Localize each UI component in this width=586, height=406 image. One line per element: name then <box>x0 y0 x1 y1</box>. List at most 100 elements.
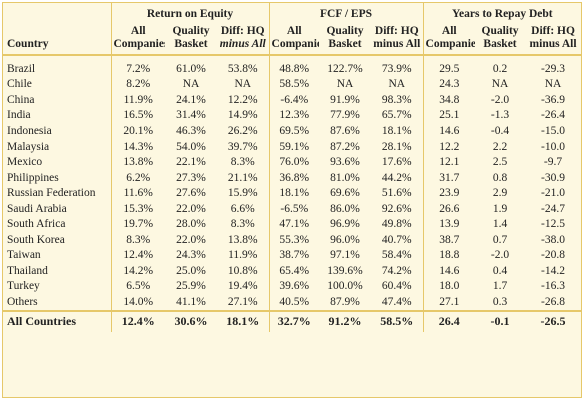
value-cell: 47.4% <box>381 295 412 308</box>
column-header: Diff: HQ minus All <box>371 25 424 56</box>
value-cell: 25.0% <box>176 264 206 277</box>
value-cell: 91.9% <box>330 93 360 106</box>
value-cell: 58.5% <box>371 309 424 332</box>
value-cell: 77.9% <box>330 109 360 122</box>
value-cell: 12.3% <box>268 107 320 124</box>
value-cell: 29.5 <box>422 55 476 77</box>
value-cell: 32.7% <box>268 309 320 332</box>
value-cell: 6.6% <box>230 202 255 215</box>
value-cell: 26.2% <box>227 124 258 137</box>
value-cell: 14.3% <box>110 138 165 155</box>
column-header-line: Companies <box>113 38 166 50</box>
value-cell: 27.6% <box>176 187 206 200</box>
country-cell: Malaysia <box>7 140 50 153</box>
value-cell: 54.0% <box>176 140 206 153</box>
country-cell: India <box>7 109 31 122</box>
value-cell: 96.9% <box>330 218 360 231</box>
value-cell: 53.8% <box>227 62 258 75</box>
value-cell: 2.2 <box>492 140 508 153</box>
value-cell: 15.3% <box>110 200 165 217</box>
column-header-line: Diff: HQ <box>220 25 265 37</box>
table-row: Brazil 7.2% 61.0% 53.8% 48.8% 122.7% 73.9% 29.5… <box>3 55 581 77</box>
value-cell: 61.0% <box>176 62 206 75</box>
value-cell: 0.7 <box>492 233 508 246</box>
value-cell: 13.8% <box>227 233 258 246</box>
value-cell: -2.0 <box>490 93 510 106</box>
value-cell: 73.9% <box>381 62 412 75</box>
column-header-line: Basket <box>328 38 362 50</box>
value-cell: 0.8 <box>492 171 508 184</box>
value-cell: 28.1% <box>381 140 412 153</box>
value-cell: 31.7 <box>422 169 476 186</box>
value-cell: 65.7% <box>381 109 412 122</box>
value-cell: 12.2 <box>422 138 476 155</box>
group-title: FCF / EPS <box>268 3 424 25</box>
value-cell: 12.1 <box>422 154 476 170</box>
value-cell: 76.0% <box>268 154 320 170</box>
value-cell: NA <box>544 78 562 91</box>
value-cell: 18.8 <box>422 247 476 264</box>
value-cell: 49.8% <box>381 218 412 231</box>
table-row: China 11.9% 24.1% 12.2% -6.4% 91.9% 98.3% 34.8 -… <box>3 92 581 108</box>
value-cell: 6.5% <box>110 278 165 295</box>
value-cell: -9.7 <box>543 156 563 169</box>
table-row: Taiwan 12.4% 24.3% 11.9% 38.7% 97.1% 58.4% 18.8… <box>3 247 581 264</box>
value-cell: 18.1% <box>268 185 320 201</box>
value-cell: 87.6% <box>330 124 360 137</box>
value-cell: 48.8% <box>268 55 320 77</box>
value-cell: 27.3% <box>176 171 206 184</box>
value-cell: 21.1% <box>227 171 258 184</box>
value-cell: 28.0% <box>176 218 206 231</box>
column-header-line: Basket <box>174 38 208 50</box>
value-cell: 81.0% <box>330 171 360 184</box>
value-cell: -21.0 <box>541 187 566 200</box>
value-cell: 1.4 <box>492 218 508 231</box>
value-cell: 18.1% <box>381 124 412 137</box>
value-cell: 46.3% <box>176 124 206 137</box>
value-cell: 87.9% <box>330 295 360 308</box>
value-cell: -36.9 <box>541 93 566 106</box>
value-cell: 60.4% <box>381 280 412 293</box>
value-cell: 47.1% <box>268 216 320 233</box>
table-row: Chile 8.2% NA NA 58.5% NA NA 24.3 NA NA <box>3 76 581 93</box>
column-header-line: Diff: HQ <box>531 25 575 37</box>
value-cell: 87.2% <box>330 140 360 153</box>
value-cell: 11.6% <box>110 185 165 201</box>
column-header-line: Quality <box>326 25 364 37</box>
value-cell: 15.9% <box>227 187 258 200</box>
header-row: Country Return on Equity FCF / EPS Years to… <box>3 3 582 56</box>
country-cell: South Korea <box>7 233 65 246</box>
value-cell: 11.9% <box>110 92 165 108</box>
column-header-line: minus All <box>529 38 577 50</box>
value-cell: 12.4% <box>110 247 165 264</box>
column-header: Diff: HQ minus All <box>525 25 582 56</box>
value-cell: 20.1% <box>110 123 165 139</box>
country-cell: Others <box>7 295 38 308</box>
value-cell: 10.8% <box>227 264 258 277</box>
country-cell: Indonesia <box>7 124 52 137</box>
value-cell: -26.8 <box>541 295 566 308</box>
value-cell: 1.9 <box>492 202 508 215</box>
value-cell: 26.4 <box>422 309 476 332</box>
data-table: Country Return on Equity FCF / EPS Years to… <box>3 3 582 332</box>
value-cell: 51.6% <box>381 187 412 200</box>
value-cell: -26.4 <box>541 109 566 122</box>
value-cell: 86.0% <box>330 202 360 215</box>
table-row: South Korea 8.3% 22.0% 13.8% 55.3% 96.0% 40.7%… <box>3 232 581 248</box>
column-header-line: Diff: HQ <box>374 25 419 37</box>
value-cell: -24.7 <box>541 202 566 215</box>
value-cell: -6.4% <box>268 92 320 108</box>
table-row: Thailand 14.2% 25.0% 10.8% 65.4% 139.6% 74.2% 1… <box>3 263 581 279</box>
value-cell: 59.1% <box>268 138 320 155</box>
value-cell: 36.8% <box>268 169 320 186</box>
value-cell: 16.5% <box>110 107 165 124</box>
table-row: Saudi Arabia 15.3% 22.0% 6.6% -6.5% 86.0% 92.6… <box>3 200 581 217</box>
value-cell: 8.3% <box>110 232 165 248</box>
value-cell: 23.9 <box>422 185 476 201</box>
column-header-line: Companies <box>271 38 320 50</box>
country-cell: Saudi Arabia <box>7 202 67 215</box>
value-cell: 58.5% <box>268 76 320 93</box>
column-header: Quality Basket <box>475 25 526 56</box>
